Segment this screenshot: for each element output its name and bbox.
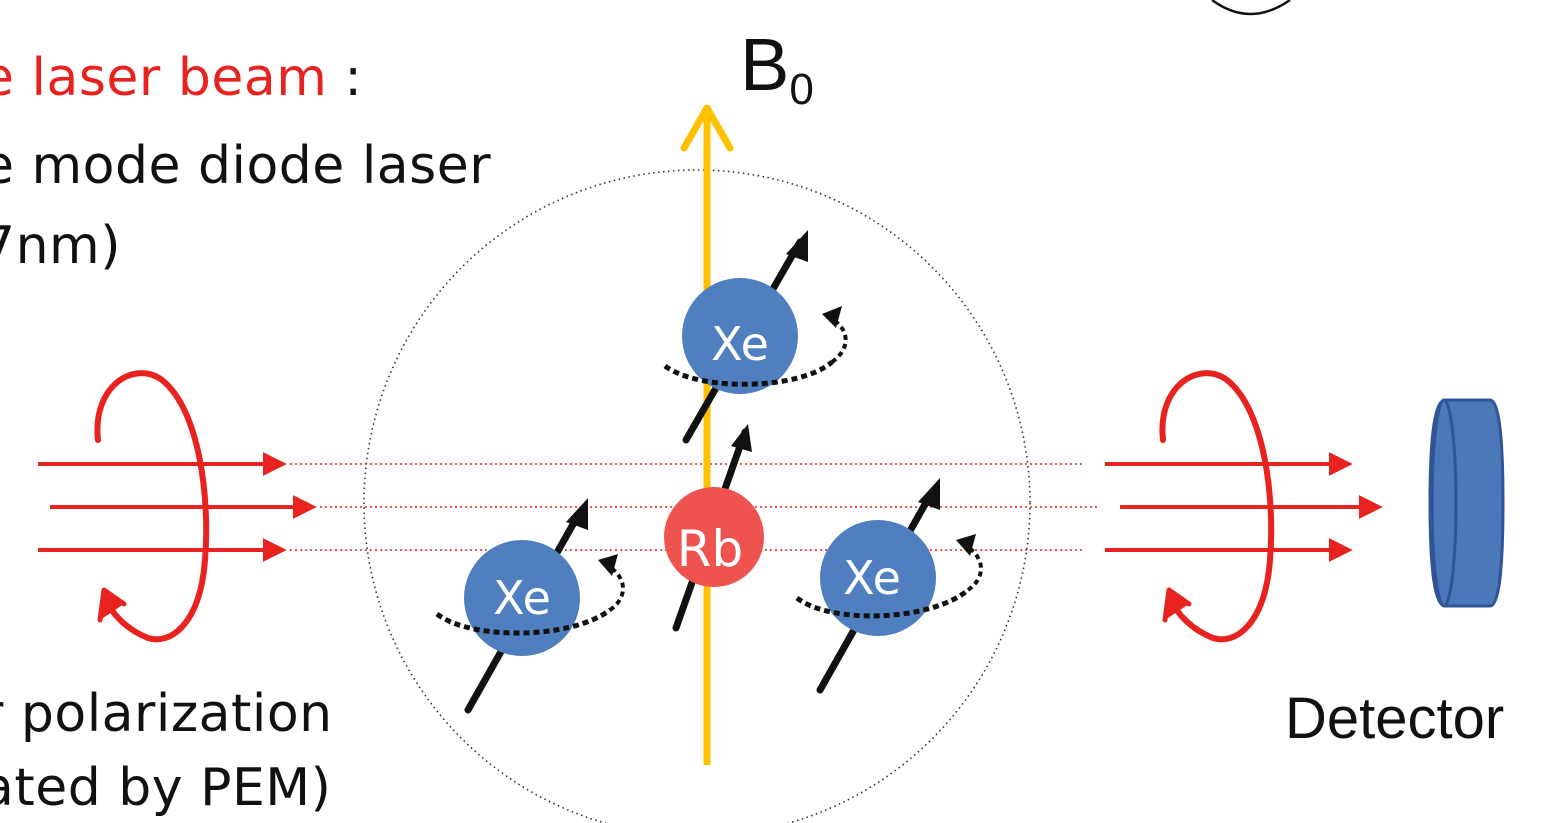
laser-beam-title: e laser beam [0,48,328,108]
incoming-laser-arrows [38,452,317,562]
vapor-cell-circle [363,169,1031,823]
magnetic-field-arrow [680,104,734,765]
pem-text: ated by PEM) [0,758,332,818]
xe-atom-right: Xe [795,478,983,694]
outgoing-laser-arrows [1105,452,1383,562]
field-symbol: B [740,23,790,106]
detector-label: Detector [1285,686,1505,751]
xe-label-left: Xe [493,571,551,625]
right-circular-polarization-icon [1159,370,1275,643]
laser-beam-colon: : [327,48,363,108]
xe-label-top: Xe [711,317,769,371]
wavelength-text: 7nm) [0,216,121,276]
rb-atom: Rb [664,424,764,632]
laser-beam-heading: e laser beam : [0,52,362,104]
left-circular-polarization-icon [94,370,210,643]
polarization-text: r polarization [0,684,333,744]
rb-label: Rb [677,520,743,578]
xe-atom-top: Xe [663,230,848,444]
detector-icon [1428,398,1505,608]
field-subscript: 0 [789,65,814,114]
diode-laser-text: e mode diode laser [0,136,492,196]
xe-label-right: Xe [843,551,901,605]
xe-atom-left: Xe [435,498,625,714]
partial-ellipse-outline [1211,0,1291,16]
field-label: B0 [740,28,814,112]
